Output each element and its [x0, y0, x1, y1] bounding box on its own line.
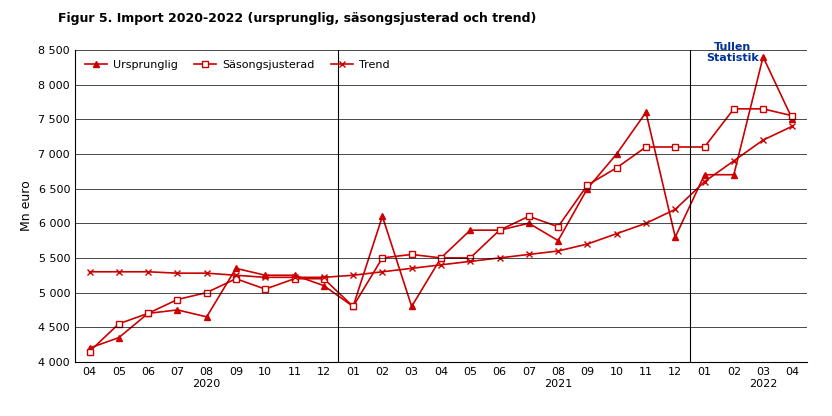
Trend: [465, 259, 475, 264]
Trend: [231, 273, 241, 278]
Säsongsjusterad: [348, 304, 358, 309]
Säsongsjusterad: [553, 224, 563, 229]
Trend: [407, 266, 417, 271]
Trend: [612, 231, 622, 236]
Ursprunglig: [407, 304, 417, 309]
Säsongsjusterad: [700, 144, 710, 149]
Text: 2021: 2021: [544, 379, 572, 389]
Säsongsjusterad: [407, 252, 417, 257]
Line: Ursprunglig: Ursprunglig: [86, 53, 796, 352]
Ursprunglig: [172, 307, 182, 312]
Trend: [524, 252, 534, 257]
Säsongsjusterad: [319, 276, 329, 281]
Ursprunglig: [260, 273, 270, 278]
Säsongsjusterad: [582, 183, 592, 188]
Säsongsjusterad: [290, 276, 300, 281]
Trend: [553, 248, 563, 253]
Ursprunglig: [758, 54, 768, 59]
Ursprunglig: [465, 228, 475, 233]
Ursprunglig: [348, 304, 358, 309]
Säsongsjusterad: [729, 106, 739, 111]
Trend: [582, 242, 592, 247]
Text: Tullen
Statistik: Tullen Statistik: [706, 42, 759, 63]
Ursprunglig: [436, 255, 446, 260]
Ursprunglig: [612, 151, 622, 156]
Trend: [378, 269, 388, 274]
Trend: [290, 275, 300, 280]
Ursprunglig: [582, 186, 592, 191]
Trend: [700, 179, 710, 184]
Trend: [114, 269, 124, 274]
Säsongsjusterad: [612, 165, 622, 170]
Trend: [494, 255, 504, 260]
Trend: [201, 271, 211, 276]
Säsongsjusterad: [378, 255, 388, 260]
Säsongsjusterad: [641, 144, 651, 149]
Säsongsjusterad: [85, 349, 95, 354]
Ursprunglig: [641, 110, 651, 115]
Trend: [85, 269, 95, 274]
Ursprunglig: [524, 221, 534, 226]
Trend: [729, 158, 739, 163]
Säsongsjusterad: [787, 113, 797, 118]
Säsongsjusterad: [114, 321, 124, 326]
Text: Figur 5. Import 2020-2022 (ursprunglig, säsongsjusterad och trend): Figur 5. Import 2020-2022 (ursprunglig, …: [58, 12, 537, 25]
Ursprunglig: [201, 314, 211, 319]
Line: Trend: Trend: [86, 123, 796, 281]
Säsongsjusterad: [465, 255, 475, 260]
Y-axis label: Mn euro: Mn euro: [20, 181, 32, 231]
Trend: [758, 138, 768, 143]
Trend: [641, 221, 651, 226]
Säsongsjusterad: [758, 106, 768, 111]
Trend: [436, 262, 446, 267]
Säsongsjusterad: [201, 290, 211, 295]
Ursprunglig: [671, 235, 681, 240]
Säsongsjusterad: [494, 228, 504, 233]
Trend: [172, 271, 182, 276]
Ursprunglig: [290, 273, 300, 278]
Ursprunglig: [85, 346, 95, 351]
Trend: [348, 273, 358, 278]
Trend: [143, 269, 153, 274]
Ursprunglig: [787, 117, 797, 122]
Trend: [787, 124, 797, 129]
Säsongsjusterad: [231, 276, 241, 281]
Säsongsjusterad: [671, 144, 681, 149]
Trend: [671, 207, 681, 212]
Ursprunglig: [143, 311, 153, 316]
Säsongsjusterad: [143, 311, 153, 316]
Text: 2020: 2020: [192, 379, 220, 389]
Ursprunglig: [494, 228, 504, 233]
Legend: Ursprunglig, Säsongsjusterad, Trend: Ursprunglig, Säsongsjusterad, Trend: [81, 55, 394, 74]
Trend: [319, 275, 329, 280]
Säsongsjusterad: [172, 297, 182, 302]
Text: 2022: 2022: [749, 379, 777, 389]
Ursprunglig: [378, 214, 388, 219]
Ursprunglig: [231, 266, 241, 271]
Ursprunglig: [700, 172, 710, 177]
Säsongsjusterad: [524, 214, 534, 219]
Ursprunglig: [114, 335, 124, 340]
Trend: [260, 275, 270, 280]
Ursprunglig: [553, 238, 563, 243]
Line: Säsongsjusterad: Säsongsjusterad: [86, 105, 796, 355]
Ursprunglig: [319, 283, 329, 288]
Säsongsjusterad: [260, 287, 270, 292]
Ursprunglig: [729, 172, 739, 177]
Säsongsjusterad: [436, 255, 446, 260]
